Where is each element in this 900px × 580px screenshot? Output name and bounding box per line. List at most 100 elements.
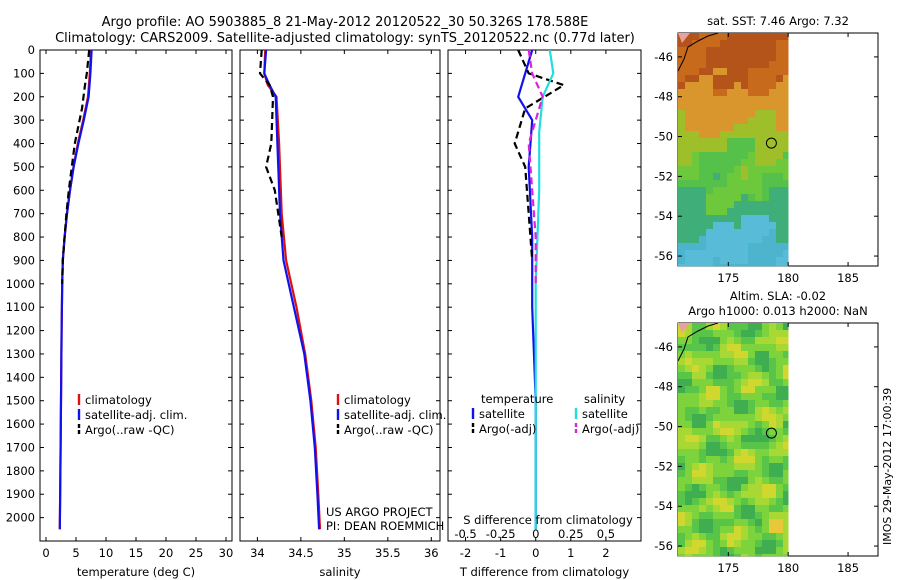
map-cell — [699, 264, 707, 267]
map-cell — [776, 187, 784, 195]
map-cell — [699, 372, 707, 380]
map-cell — [720, 386, 728, 394]
map-cell — [755, 526, 763, 534]
y-tick-label: -54 — [654, 499, 673, 513]
map-cell — [748, 152, 756, 160]
map-cell — [727, 512, 735, 520]
map-cell — [727, 414, 735, 422]
x-top-tick-label: -0.25 — [486, 527, 516, 541]
map-cell — [706, 215, 714, 223]
series-line-1 — [513, 49, 567, 261]
map-cell — [720, 505, 728, 513]
map-cell — [699, 400, 707, 408]
map-cell — [699, 323, 707, 331]
map-cell — [692, 243, 700, 251]
map-cell — [748, 229, 756, 237]
x-tick-label: 35 — [337, 546, 352, 560]
map-cell — [769, 498, 777, 506]
map-cell — [755, 33, 763, 41]
map-cell — [678, 358, 686, 366]
map-cell — [783, 505, 789, 513]
map-cell — [699, 47, 707, 55]
map-cell — [706, 82, 714, 90]
map-cell — [706, 75, 714, 83]
map-cell — [776, 379, 784, 387]
map-cell — [706, 365, 714, 373]
map-cell — [713, 393, 721, 401]
map-cell — [734, 491, 742, 499]
map-cell — [699, 33, 707, 41]
y-tick-label: -56 — [654, 539, 673, 553]
map-cell — [741, 68, 749, 76]
map-cell — [776, 159, 784, 167]
map-cell — [776, 442, 784, 450]
map-cell — [720, 547, 728, 555]
map-cell — [755, 554, 763, 557]
figure-title-line-1: Argo profile: AO 5903885_8 21-May-2012 2… — [102, 15, 589, 30]
y-tick-label: 300 — [13, 113, 35, 127]
map-cell — [685, 75, 693, 83]
map-cell — [678, 330, 686, 338]
map-cell — [741, 229, 749, 237]
map-cell — [706, 512, 714, 520]
map-cell — [692, 208, 700, 216]
map-cell — [769, 414, 777, 422]
map-cell — [769, 194, 777, 202]
map-cell — [720, 414, 728, 422]
map-cell — [762, 505, 770, 513]
map-cell — [762, 344, 770, 352]
map-cell — [769, 449, 777, 457]
map-cell — [727, 166, 735, 174]
map-cell — [734, 159, 742, 167]
map-cell — [713, 442, 721, 450]
legend-label: Argo(..raw -QC) — [85, 423, 175, 437]
legend-header-salinity: salinity — [584, 392, 625, 406]
map-cell — [769, 117, 777, 125]
map-cell — [762, 222, 770, 230]
map-cell — [678, 110, 686, 118]
map-cell — [720, 442, 728, 450]
map-cell — [762, 68, 770, 76]
map-cell — [720, 250, 728, 258]
timestamp-stamp: IMOS 29-May-2012 17:00:39 — [881, 388, 894, 545]
map-cell — [706, 243, 714, 251]
map-cell — [769, 33, 777, 41]
map-cell — [734, 372, 742, 380]
y-tick-label: 800 — [13, 230, 35, 244]
map-cell — [713, 491, 721, 499]
map-cell — [769, 110, 777, 118]
map-cell — [748, 257, 756, 265]
map-cell — [755, 372, 763, 380]
map-cell — [678, 250, 686, 258]
map-cell — [727, 351, 735, 359]
map-cell — [713, 351, 721, 359]
map-cell — [692, 372, 700, 380]
map-cell — [713, 131, 721, 139]
map-cell — [727, 89, 735, 97]
map-cell — [734, 208, 742, 216]
map-cell — [755, 330, 763, 338]
map-cell — [699, 526, 707, 534]
map-cell — [699, 61, 707, 69]
y-tick-label: -50 — [654, 420, 673, 434]
map-cell — [776, 117, 784, 125]
map-cell — [769, 407, 777, 415]
map-cell — [720, 173, 728, 181]
map-cell — [699, 533, 707, 541]
map-cell — [678, 187, 686, 195]
map-cell — [783, 54, 789, 62]
map-cell — [776, 208, 784, 216]
map-cell — [678, 208, 686, 216]
map-cell — [706, 89, 714, 97]
map-cell — [727, 449, 735, 457]
map-cell — [692, 250, 700, 258]
map-cell — [783, 215, 789, 223]
map-cell — [748, 442, 756, 450]
map-cell — [762, 110, 770, 118]
map-cell — [685, 505, 693, 513]
map-cell — [769, 103, 777, 111]
map-cell — [734, 33, 742, 41]
map-cell — [685, 236, 693, 244]
map-cell — [720, 435, 728, 443]
map-cell — [727, 194, 735, 202]
